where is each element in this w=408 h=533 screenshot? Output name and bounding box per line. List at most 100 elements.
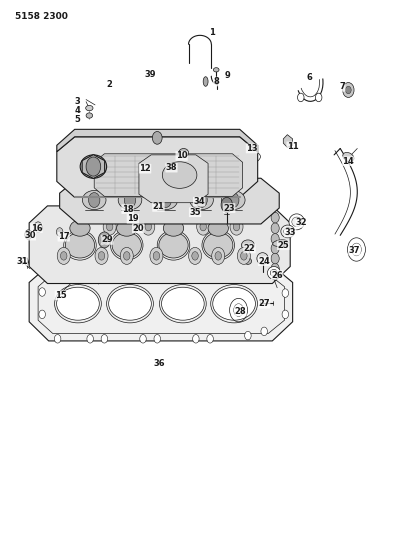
Circle shape: [212, 247, 225, 264]
Circle shape: [282, 310, 288, 319]
Text: 28: 28: [235, 306, 246, 316]
Ellipse shape: [133, 222, 140, 228]
Circle shape: [73, 218, 86, 235]
Text: 36: 36: [153, 359, 165, 368]
Circle shape: [207, 335, 213, 343]
Circle shape: [56, 228, 63, 236]
Circle shape: [200, 222, 206, 231]
Text: 7: 7: [339, 82, 345, 91]
Circle shape: [34, 222, 42, 232]
Polygon shape: [57, 130, 258, 152]
Text: 22: 22: [244, 244, 255, 253]
Circle shape: [271, 263, 279, 274]
Ellipse shape: [213, 68, 219, 72]
Circle shape: [352, 243, 361, 256]
Ellipse shape: [154, 190, 177, 209]
Circle shape: [25, 230, 32, 239]
Text: 5: 5: [74, 115, 80, 124]
Ellipse shape: [257, 253, 268, 264]
Ellipse shape: [273, 240, 288, 246]
Ellipse shape: [162, 287, 204, 320]
Text: 1: 1: [209, 28, 215, 37]
Circle shape: [124, 252, 130, 260]
Text: 2: 2: [107, 80, 113, 89]
Ellipse shape: [70, 220, 90, 236]
Circle shape: [193, 335, 199, 343]
Circle shape: [245, 268, 251, 276]
Circle shape: [215, 252, 222, 260]
Text: 31: 31: [16, 257, 28, 265]
Circle shape: [271, 253, 279, 264]
Text: 13: 13: [246, 144, 258, 153]
Circle shape: [152, 132, 162, 144]
Circle shape: [106, 222, 113, 231]
Text: 15: 15: [55, 290, 67, 300]
Ellipse shape: [135, 223, 138, 227]
Text: 37: 37: [349, 246, 360, 255]
Ellipse shape: [82, 190, 106, 209]
Circle shape: [150, 247, 163, 264]
Ellipse shape: [237, 143, 244, 150]
Text: 24: 24: [258, 257, 270, 265]
Text: 39: 39: [144, 70, 156, 78]
Circle shape: [154, 335, 160, 343]
Text: 35: 35: [189, 208, 201, 217]
Text: 25: 25: [277, 241, 289, 250]
Ellipse shape: [118, 190, 142, 209]
Ellipse shape: [292, 217, 302, 227]
Circle shape: [140, 335, 146, 343]
Ellipse shape: [86, 106, 93, 111]
Ellipse shape: [203, 77, 208, 86]
Text: 32: 32: [296, 219, 307, 228]
Polygon shape: [283, 135, 293, 148]
Circle shape: [188, 247, 202, 264]
Ellipse shape: [289, 214, 304, 230]
Circle shape: [245, 332, 251, 340]
Polygon shape: [29, 206, 290, 284]
Circle shape: [170, 222, 177, 231]
Circle shape: [315, 93, 322, 102]
Ellipse shape: [65, 232, 95, 258]
Text: 3: 3: [74, 97, 80, 106]
Ellipse shape: [198, 213, 202, 216]
Circle shape: [142, 218, 155, 235]
Ellipse shape: [343, 152, 354, 161]
Ellipse shape: [86, 113, 93, 118]
Circle shape: [60, 252, 67, 260]
Circle shape: [241, 252, 247, 260]
Circle shape: [87, 335, 93, 343]
Circle shape: [297, 93, 304, 102]
Circle shape: [343, 83, 354, 98]
Text: 6: 6: [307, 73, 313, 82]
Polygon shape: [82, 155, 105, 179]
Ellipse shape: [162, 162, 197, 188]
Ellipse shape: [129, 211, 135, 216]
Circle shape: [54, 264, 61, 273]
Circle shape: [261, 327, 267, 336]
Circle shape: [95, 247, 108, 264]
Circle shape: [196, 192, 207, 207]
Text: 34: 34: [193, 197, 205, 206]
Circle shape: [77, 222, 83, 231]
Text: 12: 12: [139, 164, 151, 173]
Text: 9: 9: [225, 70, 231, 79]
Ellipse shape: [242, 240, 255, 251]
Circle shape: [101, 264, 108, 273]
Circle shape: [101, 236, 108, 244]
Ellipse shape: [109, 287, 151, 320]
Text: 26: 26: [271, 271, 283, 279]
Ellipse shape: [222, 190, 245, 209]
Circle shape: [154, 264, 160, 273]
Polygon shape: [60, 178, 279, 224]
Circle shape: [271, 233, 279, 244]
Text: 19: 19: [127, 214, 139, 223]
Text: 11: 11: [287, 142, 299, 151]
Circle shape: [39, 310, 45, 319]
Text: 27: 27: [258, 299, 270, 308]
Circle shape: [145, 222, 151, 231]
Text: 4: 4: [74, 106, 80, 115]
Ellipse shape: [193, 214, 197, 217]
Text: 23: 23: [224, 204, 235, 213]
Text: 16: 16: [31, 224, 42, 233]
Ellipse shape: [270, 269, 277, 276]
